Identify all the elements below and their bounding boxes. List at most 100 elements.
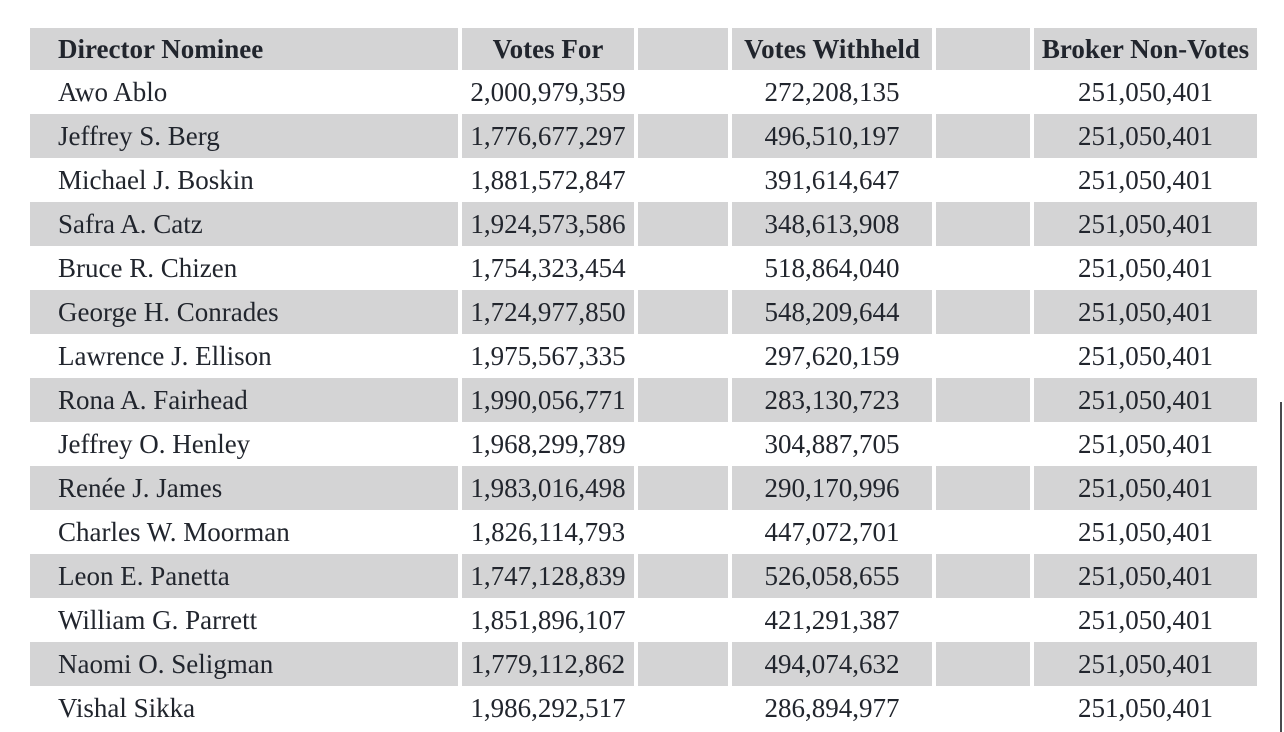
broker-non-votes-cell: 251,050,401 <box>1034 202 1257 246</box>
table-row: Jeffrey O. Henley 1,968,299,789 304,887,70… <box>30 422 1257 466</box>
spacer-cell <box>936 598 1030 642</box>
spacer-cell <box>936 246 1030 290</box>
nominee-name-cell: Awo Ablo <box>58 76 168 107</box>
votes-for-cell: 1,851,896,107 <box>470 604 626 635</box>
spacer-cell <box>936 114 1030 158</box>
nominee-name-cell: Naomi O. Seligman <box>30 642 458 686</box>
nominee-name-cell: Rona A. Fairhead <box>30 378 458 422</box>
spacer-cell <box>638 466 728 510</box>
votes-for-cell: 1,975,567,335 <box>470 340 626 371</box>
table-row: Vishal Sikka 1,986,292,517 286,894,977 251,… <box>30 686 1257 730</box>
nominee-name-cell: Lawrence J. Ellison <box>58 340 272 371</box>
votes-for-cell: 1,754,323,454 <box>470 252 626 283</box>
votes-withheld-cell: 391,614,647 <box>764 164 900 195</box>
header-spacer-cell <box>936 28 1030 70</box>
votes-for-cell: 1,986,292,517 <box>470 692 626 723</box>
broker-non-votes-cell: 251,050,401 <box>1078 164 1213 195</box>
spacer-cell <box>638 158 728 202</box>
nominee-name-cell: Jeffrey S. Berg <box>30 114 458 158</box>
spacer-cell <box>936 422 1030 466</box>
votes-for-cell: 2,000,979,359 <box>470 76 626 107</box>
column-header-votes-withheld: Votes Withheld <box>732 28 932 70</box>
broker-non-votes-cell: 251,050,401 <box>1034 466 1257 510</box>
votes-for-cell: 1,776,677,297 <box>462 114 634 158</box>
nominee-name-cell: George H. Conrades <box>30 290 458 334</box>
broker-non-votes-cell: 251,050,401 <box>1078 252 1213 283</box>
votes-for-cell: 1,826,114,793 <box>470 516 626 547</box>
votes-withheld-cell: 290,170,996 <box>732 466 932 510</box>
votes-withheld-cell: 348,613,908 <box>732 202 932 246</box>
spacer-cell <box>936 158 1030 202</box>
spacer-cell <box>936 466 1030 510</box>
broker-non-votes-cell: 251,050,401 <box>1034 114 1257 158</box>
spacer-cell <box>638 686 728 730</box>
table-row: William G. Parrett 1,851,896,107 421,291,3… <box>30 598 1257 642</box>
table-row: Leon E. Panetta 1,747,128,839 526,058,655 2… <box>30 554 1257 598</box>
table-row: Renée J. James 1,983,016,498 290,170,996 25… <box>30 466 1257 510</box>
table-row: Bruce R. Chizen 1,754,323,454 518,864,040 2… <box>30 246 1257 290</box>
spacer-cell <box>936 70 1030 114</box>
votes-for-cell: 1,983,016,498 <box>462 466 634 510</box>
spacer-cell <box>936 554 1030 598</box>
spacer-cell <box>638 246 728 290</box>
table-row: Charles W. Moorman 1,826,114,793 447,072,7… <box>30 510 1257 554</box>
table-row: Naomi O. Seligman 1,779,112,862 494,074,63… <box>30 642 1257 686</box>
broker-non-votes-cell: 251,050,401 <box>1078 692 1213 723</box>
table-row: Lawrence J. Ellison 1,975,567,335 297,620,… <box>30 334 1257 378</box>
votes-for-cell: 1,881,572,847 <box>470 164 626 195</box>
broker-non-votes-cell: 251,050,401 <box>1078 516 1213 547</box>
votes-withheld-cell: 496,510,197 <box>732 114 932 158</box>
votes-withheld-cell: 447,072,701 <box>764 516 900 547</box>
table-header-row: Director Nominee Votes For Votes Withhel… <box>30 28 1257 70</box>
votes-withheld-cell: 283,130,723 <box>732 378 932 422</box>
votes-withheld-cell: 526,058,655 <box>732 554 932 598</box>
nominee-name-cell: Vishal Sikka <box>58 692 196 723</box>
nominee-name-cell: Renée J. James <box>30 466 458 510</box>
spacer-cell <box>638 510 728 554</box>
votes-for-cell: 1,968,299,789 <box>470 428 626 459</box>
spacer-cell <box>936 378 1030 422</box>
votes-for-cell: 1,924,573,586 <box>462 202 634 246</box>
broker-non-votes-cell: 251,050,401 <box>1078 76 1213 107</box>
spacer-cell <box>936 510 1030 554</box>
votes-withheld-cell: 286,894,977 <box>764 692 900 723</box>
votes-withheld-cell: 518,864,040 <box>764 252 900 283</box>
spacer-cell <box>638 290 728 334</box>
column-header-broker-non-votes: Broker Non-Votes <box>1034 28 1257 70</box>
spacer-cell <box>638 554 728 598</box>
votes-for-cell: 1,724,977,850 <box>462 290 634 334</box>
spacer-cell <box>638 598 728 642</box>
spacer-cell <box>638 70 728 114</box>
table-row: George H. Conrades 1,724,977,850 548,209,6… <box>30 290 1257 334</box>
spacer-cell <box>638 114 728 158</box>
table-row: Rona A. Fairhead 1,990,056,771 283,130,723… <box>30 378 1257 422</box>
nominee-name-cell: Jeffrey O. Henley <box>58 428 251 459</box>
votes-for-cell: 1,747,128,839 <box>462 554 634 598</box>
page-right-edge-line <box>1280 402 1282 732</box>
broker-non-votes-cell: 251,050,401 <box>1078 604 1213 635</box>
broker-non-votes-cell: 251,050,401 <box>1034 642 1257 686</box>
column-header-director-nominee: Director Nominee <box>30 28 458 70</box>
spacer-cell <box>936 202 1030 246</box>
spacer-cell <box>936 686 1030 730</box>
votes-withheld-cell: 494,074,632 <box>732 642 932 686</box>
spacer-cell <box>638 202 728 246</box>
votes-withheld-cell: 304,887,705 <box>764 428 900 459</box>
table-body: Awo Ablo 2,000,979,359 272,208,135 251,050,… <box>30 70 1257 730</box>
nominee-name-cell: Safra A. Catz <box>30 202 458 246</box>
table-row: Safra A. Catz 1,924,573,586 348,613,908 251… <box>30 202 1257 246</box>
votes-for-cell: 1,990,056,771 <box>462 378 634 422</box>
nominee-name-cell: Michael J. Boskin <box>58 164 254 195</box>
table-row: Jeffrey S. Berg 1,776,677,297 496,510,197 2… <box>30 114 1257 158</box>
votes-withheld-cell: 421,291,387 <box>764 604 900 635</box>
votes-withheld-cell: 548,209,644 <box>732 290 932 334</box>
nominee-name-cell: Bruce R. Chizen <box>58 252 238 283</box>
spacer-cell <box>936 642 1030 686</box>
votes-for-cell: 1,779,112,862 <box>462 642 634 686</box>
nominee-name-cell: Charles W. Moorman <box>58 516 290 547</box>
table-row: Awo Ablo 2,000,979,359 272,208,135 251,050,… <box>30 70 1257 114</box>
broker-non-votes-cell: 251,050,401 <box>1034 554 1257 598</box>
spacer-cell <box>936 334 1030 378</box>
column-header-votes-for: Votes For <box>462 28 634 70</box>
